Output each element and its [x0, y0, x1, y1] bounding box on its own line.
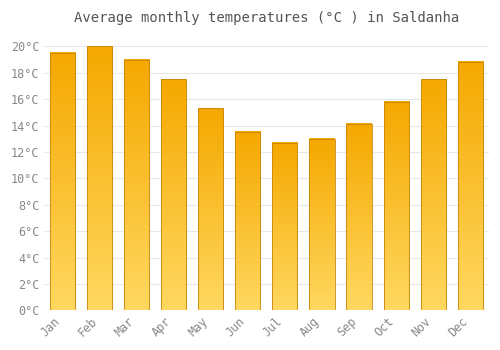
Bar	[384, 102, 409, 310]
Bar	[235, 132, 260, 310]
Bar	[124, 60, 149, 310]
Bar	[87, 47, 112, 310]
Title: Average monthly temperatures (°C ) in Saldanha: Average monthly temperatures (°C ) in Sa…	[74, 11, 459, 25]
Bar	[346, 124, 372, 310]
Bar	[458, 62, 483, 310]
Bar	[161, 79, 186, 310]
Bar	[310, 139, 334, 310]
Bar	[198, 108, 224, 310]
Bar	[50, 53, 75, 310]
Bar	[420, 79, 446, 310]
Bar	[272, 143, 297, 310]
